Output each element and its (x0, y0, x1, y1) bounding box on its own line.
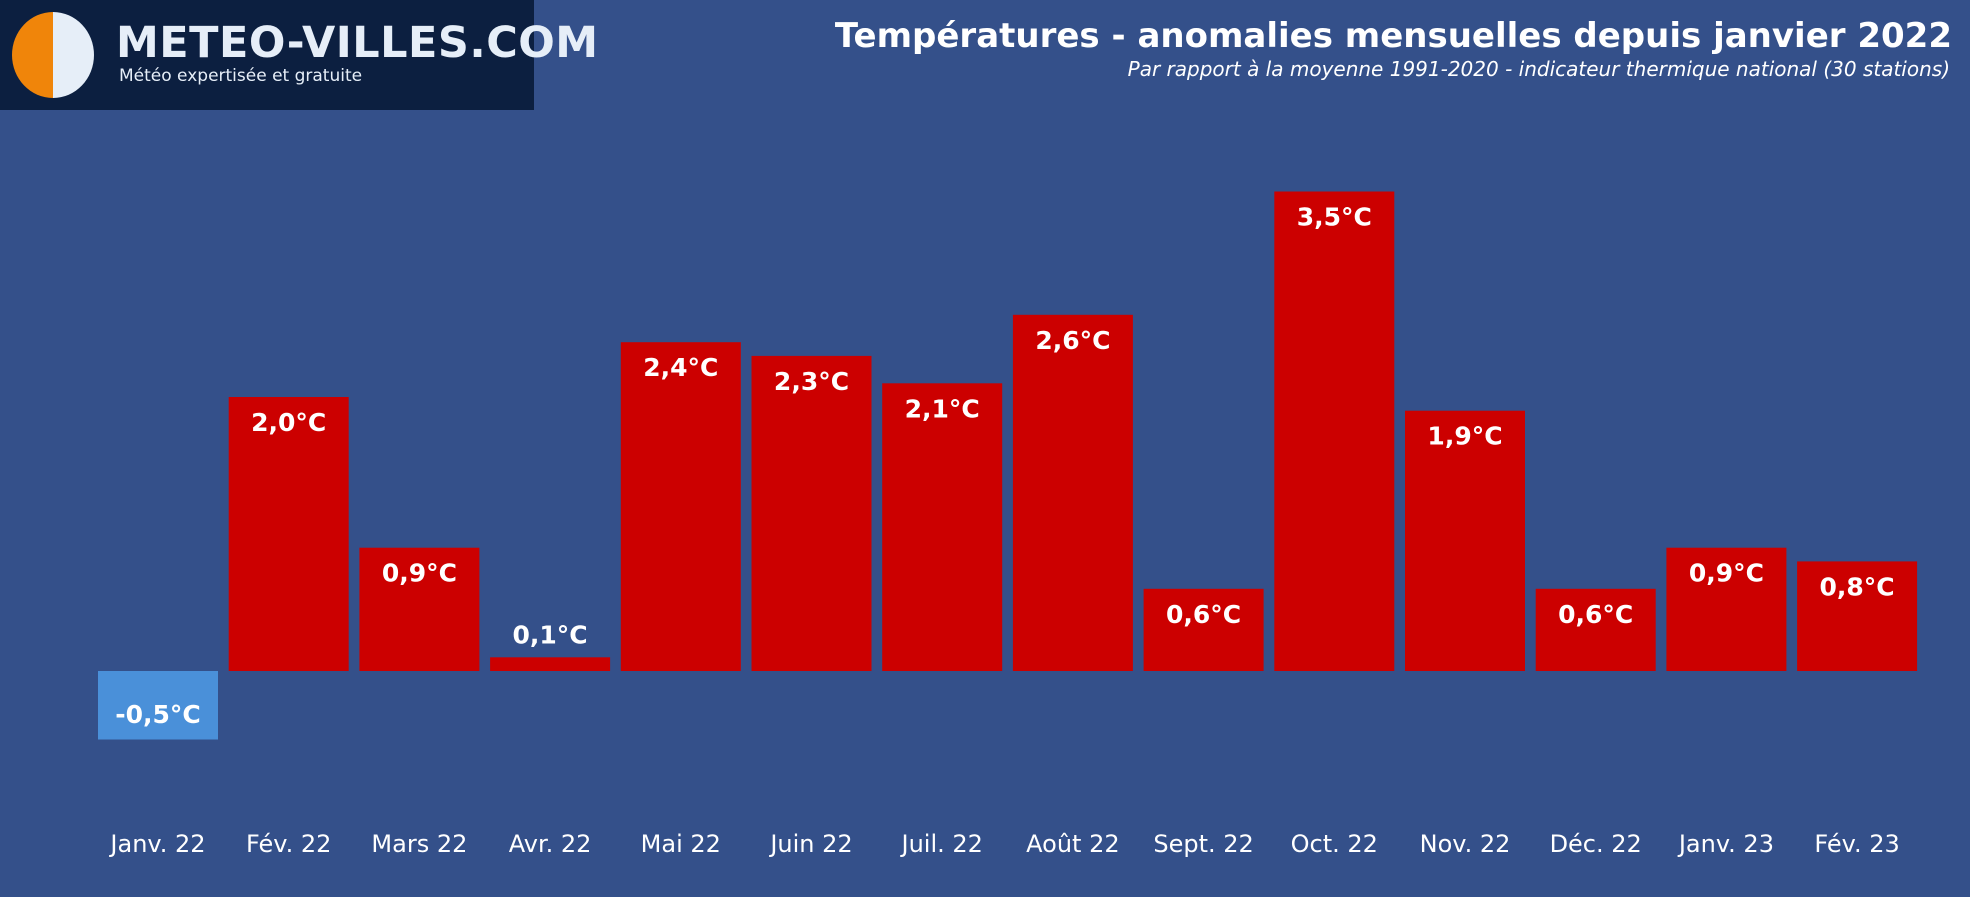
x-tick-label-7: Août 22 (1026, 830, 1119, 858)
data-label-8: 0,6°C (1166, 600, 1241, 629)
x-tick-label-1: Fév. 22 (246, 830, 331, 858)
data-label-7: 2,6°C (1035, 326, 1110, 355)
brand-name: METEO-VILLES.COM (116, 18, 599, 68)
data-label-4: 2,4°C (643, 353, 718, 382)
bar-10 (1405, 410, 1525, 671)
x-tick-label-3: Avr. 22 (509, 830, 592, 858)
data-label-11: 0,6°C (1558, 600, 1633, 629)
brand-tagline: Météo expertisée et gratuite (119, 66, 363, 86)
bar-4 (620, 342, 741, 671)
bar-12 (1666, 547, 1787, 671)
x-tick-label-5: Juin 22 (768, 830, 852, 858)
bar-5 (751, 355, 872, 671)
x-tick-label-9: Oct. 22 (1291, 830, 1378, 858)
data-label-9: 3,5°C (1297, 203, 1372, 232)
brand-logo-panel: METEO-VILLES.COM Météo expertisée et gra… (0, 0, 598, 110)
x-tick-label-8: Sept. 22 (1153, 830, 1253, 858)
bar-9 (1274, 191, 1395, 671)
x-tick-label-2: Mars 22 (371, 830, 467, 858)
bar-1 (228, 397, 349, 671)
data-label-2: 0,9°C (382, 559, 457, 588)
x-tick-label-0: Janv. 22 (108, 830, 205, 858)
bar-7 (1012, 314, 1133, 671)
bar-0 (98, 671, 218, 740)
x-tick-label-10: Nov. 22 (1420, 830, 1511, 858)
bar-11 (1535, 588, 1656, 671)
data-label-1: 2,0°C (251, 408, 326, 437)
x-tick-label-13: Fév. 23 (1814, 830, 1899, 858)
x-tick-label-12: Janv. 23 (1677, 830, 1774, 858)
data-label-3: 0,1°C (513, 620, 588, 649)
bar-2 (359, 547, 480, 671)
data-label-5: 2,3°C (774, 367, 849, 396)
chart-title: Températures - anomalies mensuelles depu… (834, 16, 1952, 56)
bar-6 (882, 383, 1003, 671)
x-tick-label-11: Déc. 22 (1550, 830, 1642, 858)
bar-3 (490, 657, 611, 671)
data-label-13: 0,8°C (1820, 572, 1895, 601)
data-label-10: 1,9°C (1427, 422, 1502, 451)
x-tick-label-4: Mai 22 (641, 830, 721, 858)
chart-subtitle: Par rapport à la moyenne 1991-2020 - ind… (1127, 57, 1950, 81)
bar-8 (1143, 588, 1264, 671)
data-label-6: 2,1°C (905, 394, 980, 423)
data-label-0: -0,5°C (115, 700, 201, 729)
x-tick-label-6: Juil. 22 (899, 830, 982, 858)
sun-moon-logo-icon (12, 12, 94, 98)
data-label-12: 0,9°C (1689, 559, 1764, 588)
bar-13 (1797, 561, 1918, 671)
